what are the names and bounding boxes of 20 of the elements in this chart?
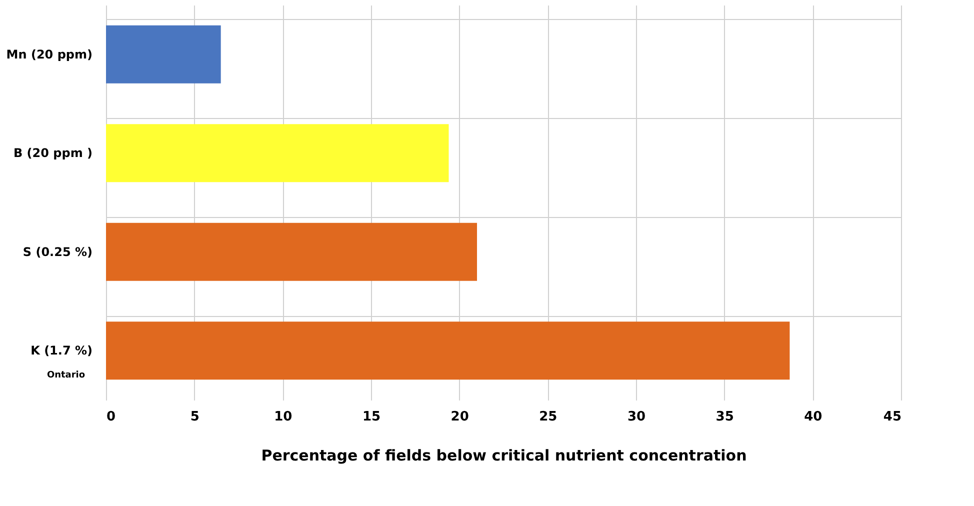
x-tick-label: 25 — [539, 410, 558, 424]
y-tick-label: B (20 ppm ) — [13, 146, 92, 160]
text: Ontario — [46, 370, 86, 381]
x-tick-label: 0 — [106, 410, 116, 424]
x-tick-label: 45 — [883, 410, 902, 424]
x-tick-label: 40 — [804, 410, 822, 424]
x-tick-label: 15 — [362, 410, 381, 424]
x-axis-title: Percentage of fields below critical nutrient concentration — [261, 446, 747, 464]
x-tick-label: 10 — [274, 410, 292, 424]
y-tick-label: S (0.25 %) — [22, 244, 92, 259]
bar — [106, 222, 477, 281]
bar — [106, 124, 449, 182]
y-tick-label: Mn (20 ppm) — [6, 47, 92, 62]
x-tick-label: 20 — [450, 410, 469, 424]
bar — [106, 322, 790, 380]
x-tick-label: 30 — [627, 410, 646, 424]
bar — [106, 25, 221, 84]
y-tick-label: K (1.7 %) — [30, 344, 92, 358]
x-tick-label: 5 — [190, 410, 200, 424]
x-tick-label: 35 — [716, 410, 734, 424]
